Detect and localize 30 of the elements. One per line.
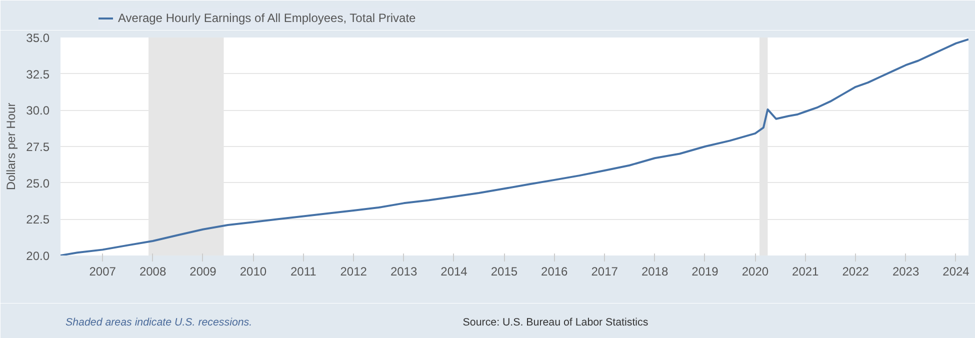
- y-tick-label: 27.5: [26, 140, 50, 154]
- x-tick-label: 2009: [190, 264, 217, 278]
- x-tick-label: 2010: [240, 264, 267, 278]
- x-tick-label: 2020: [742, 264, 769, 278]
- x-tick-label: 2007: [89, 264, 116, 278]
- x-tick-label: 2016: [541, 264, 568, 278]
- y-tick-label: 22.5: [26, 212, 50, 227]
- y-tick-label: 32.5: [26, 67, 50, 82]
- y-tick-label: 30.0: [26, 104, 50, 118]
- y-tick-label: 25.0: [26, 176, 50, 190]
- x-tick-label: 2024: [942, 264, 970, 278]
- x-tick-label: 2013: [390, 264, 418, 278]
- x-tick-label: 2022: [842, 264, 870, 278]
- y-tick-label: 20.0: [26, 249, 50, 263]
- text: Shaded areas indicate U.S. recessions.: [66, 316, 252, 328]
- x-tick-label: 2023: [892, 264, 920, 278]
- legend-label: Average Hourly Earnings of All Employees, Total Private: [118, 11, 416, 25]
- x-tick-label: 2008: [139, 264, 166, 278]
- x-tick-label: 2011: [290, 264, 317, 278]
- y-tick-label: 35.0: [26, 31, 50, 45]
- source-note: Source: U.S. Bureau of Labor Statistics: [462, 316, 648, 328]
- x-tick-label: 2021: [792, 264, 820, 278]
- x-tick-label: 2012: [340, 264, 368, 278]
- y-axis-title: Dollars per Hour: [4, 102, 18, 190]
- x-tick-label: 2015: [490, 264, 518, 278]
- line-series: [60, 38, 968, 256]
- x-tick-label: 2014: [440, 264, 468, 278]
- x-tick-label: 2018: [641, 264, 668, 278]
- x-tick-label: 2019: [692, 264, 719, 278]
- x-tick-label: 2017: [591, 264, 618, 278]
